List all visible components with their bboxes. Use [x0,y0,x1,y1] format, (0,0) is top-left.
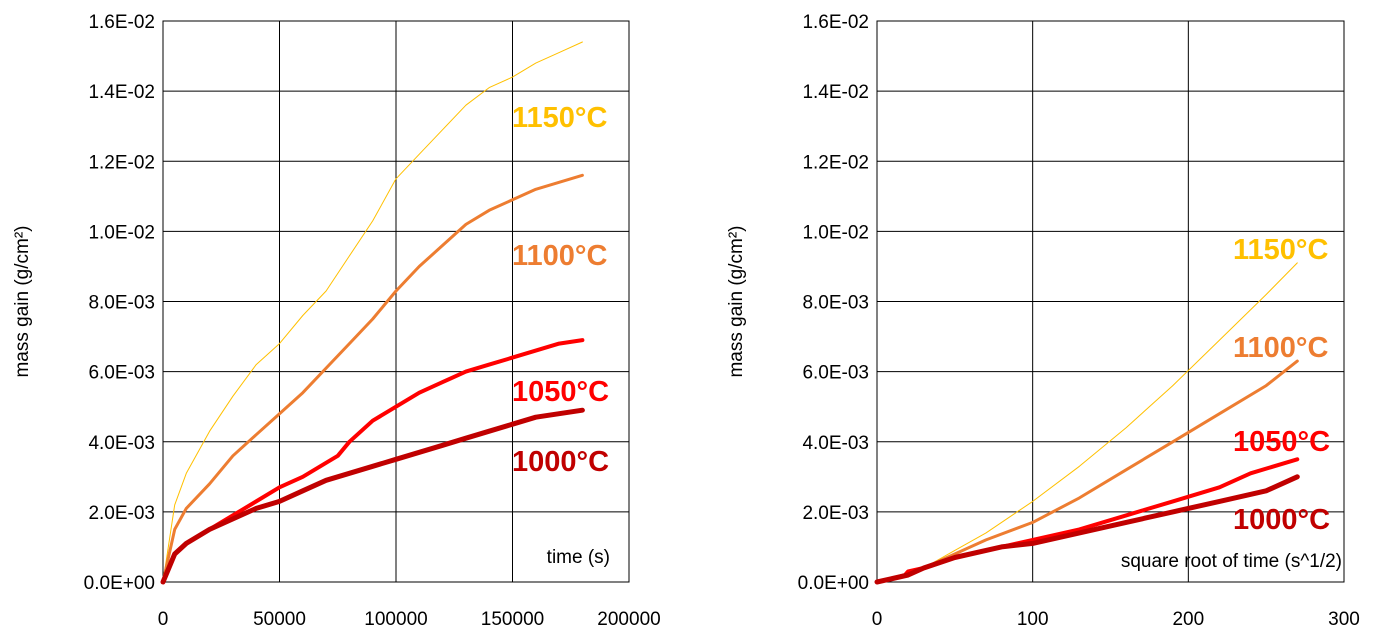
series-label-1100c: 1100°C [1233,332,1329,364]
y-tick-label: 1.2E-02 [802,152,869,173]
x-tick-label: 200000 [597,609,660,630]
x-tick-label: 200 [1172,609,1204,630]
series-line-1150c [162,41,583,583]
x-tick-label: 50000 [253,609,306,630]
chart-2: 0.0E+00 2.0E-03 4.0E-03 6.0E-03 8.0E-03 1.0E-… [726,12,1360,630]
y-tick-label: 1.2E-02 [88,152,155,173]
y-tick-label: 8.0E-03 [88,293,155,314]
y-tick-label: 6.0E-03 [88,363,155,384]
y-tick-label: 2.0E-03 [88,503,155,524]
series-line-1100c [161,173,584,584]
y-tick-label: 0.0E+00 [798,573,869,594]
y-tick-label: 1.0E-02 [802,222,869,243]
series-label-1050c: 1050°C [512,376,609,408]
y-tick-label: 6.0E-03 [802,363,869,384]
series-line-1000c [874,474,1300,585]
x-tick-label: 0 [158,609,169,630]
y-tick-label: 0.0E+00 [84,573,155,594]
y-tick-label: 2.0E-03 [802,503,869,524]
y-axis-label: mass gain (g/cm²) [726,225,747,377]
series-label-1150c: 1150°C [512,102,608,134]
y-axis-label: mass gain (g/cm²) [12,225,33,377]
y-tick-label: 1.6E-02 [88,12,155,33]
y-tick-label: 1.4E-02 [802,82,869,103]
series-line-1000c [160,407,585,585]
y-tick-label: 1.4E-02 [88,82,155,103]
y-tick-label: 4.0E-03 [802,433,869,454]
series-label-1000c: 1000°C [1233,504,1330,536]
x-tick-label: 100 [1017,609,1049,630]
x-tick-label: 300 [1328,609,1360,630]
x-tick-label: 0 [872,609,883,630]
series-label-1050c: 1050°C [1233,426,1330,458]
chart-1: 0.0E+00 2.0E-03 4.0E-03 6.0E-03 8.0E-03 1.0E-… [12,12,661,630]
y-tick-label: 4.0E-03 [88,433,155,454]
series-label-1150c: 1150°C [1233,234,1329,266]
y-tick-label: 8.0E-03 [802,293,869,314]
series-label-1000c: 1000°C [512,446,609,478]
x-axis-label: square root of time (s^1/2) [1121,551,1342,572]
series-label-1100c: 1100°C [512,240,608,272]
x-axis-label: time (s) [547,547,610,568]
y-tick-label: 1.6E-02 [802,12,869,33]
x-tick-label: 150000 [481,609,544,630]
x-tick-label: 100000 [364,609,427,630]
y-tick-label: 1.0E-02 [88,222,155,243]
